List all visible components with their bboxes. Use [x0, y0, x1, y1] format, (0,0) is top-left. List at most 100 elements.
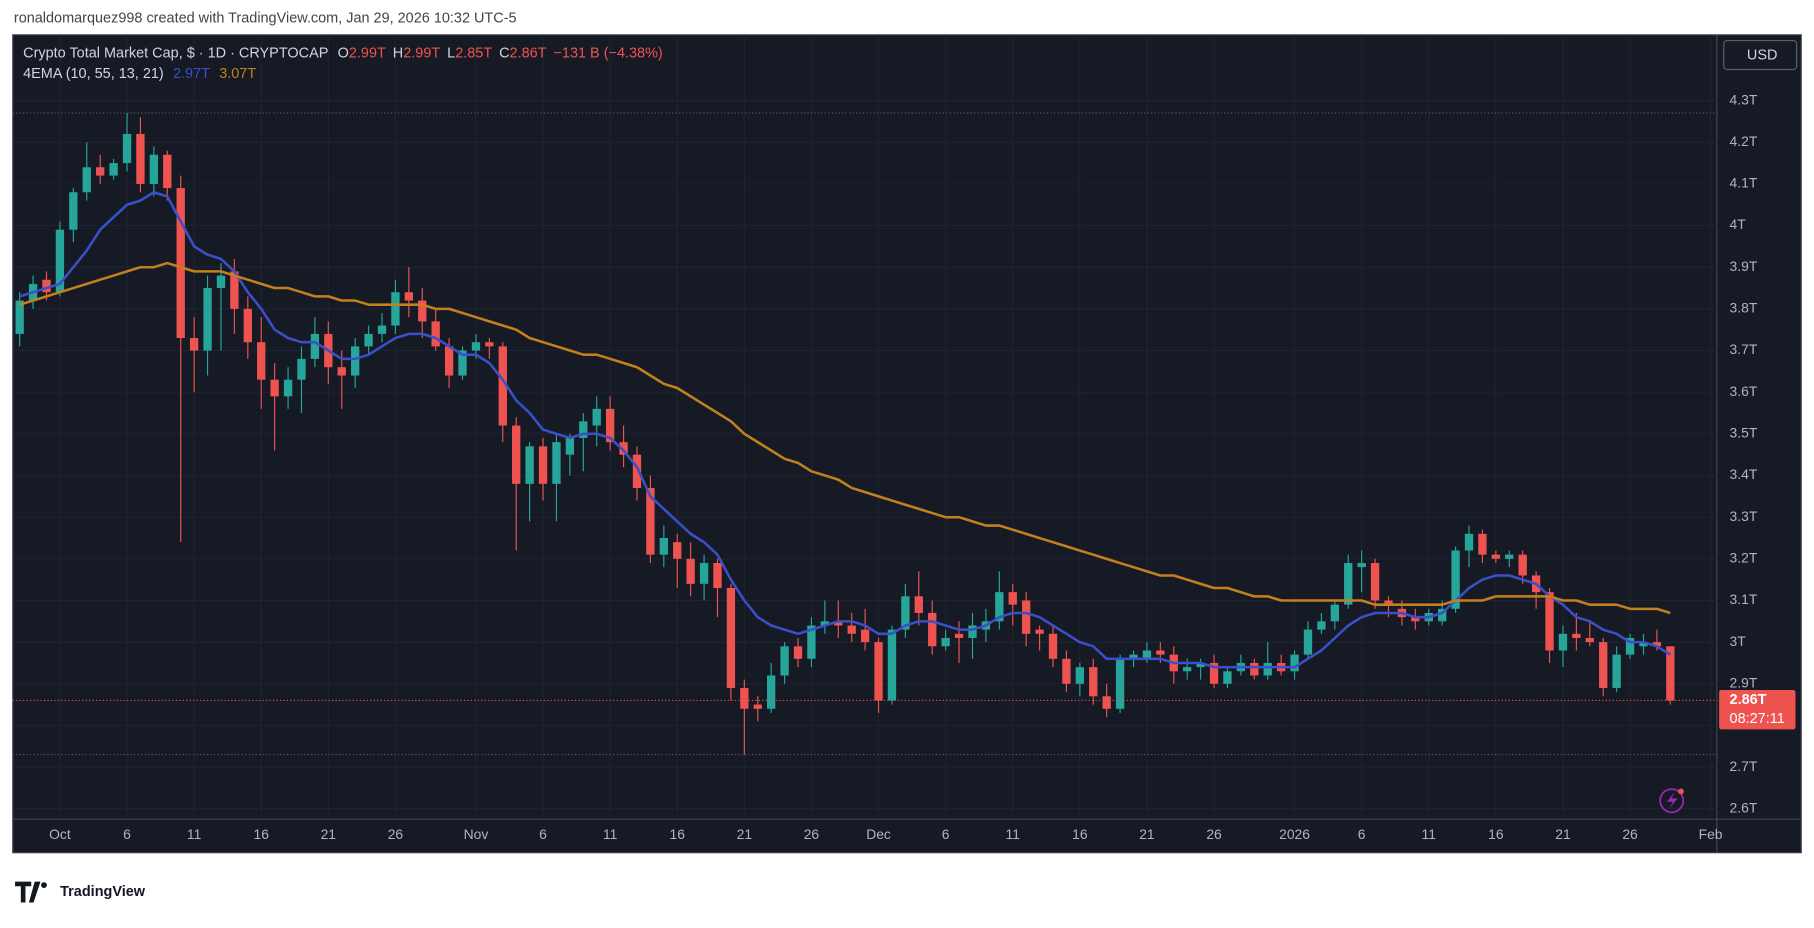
- x-tick-label: 26: [388, 826, 404, 842]
- grid: [12, 34, 1718, 820]
- icon-ring: [1659, 788, 1685, 814]
- chart-frame: [12, 34, 1802, 854]
- candle-body: [686, 558, 695, 584]
- candle-body: [914, 596, 923, 613]
- candle-body: [176, 188, 185, 339]
- candle-body: [498, 346, 507, 426]
- candle-body: [1518, 554, 1527, 576]
- candle-body: [82, 167, 91, 193]
- candle-body: [512, 425, 521, 484]
- ohlc-label: H: [393, 45, 403, 61]
- countdown: 08:27:11: [1730, 711, 1785, 727]
- candle-body: [1035, 629, 1044, 634]
- candle-body: [1612, 654, 1621, 688]
- indicator-value: 3.07T: [219, 66, 256, 82]
- candle-body: [1545, 592, 1554, 651]
- logo: TradingView: [15, 881, 146, 903]
- x-tick-label: 6: [1358, 826, 1366, 842]
- candle-body: [659, 537, 668, 555]
- candle-body: [1303, 629, 1313, 655]
- x-tick-label: 16: [1072, 826, 1088, 842]
- candle-body: [1599, 642, 1608, 688]
- logo-text: TradingView: [60, 884, 146, 900]
- candle-body: [1250, 662, 1259, 676]
- candle-body: [646, 488, 655, 555]
- candle-body: [310, 333, 320, 359]
- candle-body: [780, 646, 789, 676]
- candle-body: [847, 625, 856, 634]
- indicator-value: 2.97T: [173, 66, 210, 82]
- candle-body: [1491, 554, 1501, 559]
- candle-body: [1183, 667, 1192, 672]
- indicator-name: 4EMA (10, 55, 13, 21): [23, 66, 164, 82]
- candle-body: [1505, 554, 1514, 559]
- y-tick-label: 4.1T: [1730, 175, 1758, 191]
- x-tick-label: Feb: [1699, 826, 1723, 842]
- candle-body: [1572, 633, 1581, 638]
- candle-body: [471, 342, 481, 351]
- candle-body: [1263, 662, 1272, 676]
- icon-bolt: [1667, 792, 1678, 809]
- candle-body: [860, 629, 870, 643]
- ohlc-label: C: [499, 45, 509, 61]
- candle-body: [337, 367, 346, 376]
- candle-body: [1129, 654, 1138, 659]
- candle-body: [189, 338, 199, 351]
- y-tick-label: 3.7T: [1730, 341, 1758, 357]
- candle-body: [122, 133, 132, 164]
- last-price-label: 2.86T: [1730, 692, 1767, 708]
- x-tick-label: 11: [603, 826, 618, 842]
- candle-body: [1652, 642, 1662, 647]
- candle-body: [525, 446, 534, 484]
- x-tick-label: 11: [1422, 826, 1437, 842]
- lightning-icon[interactable]: [1659, 788, 1685, 814]
- candle-body: [444, 346, 454, 376]
- x-tick-label: 6: [123, 826, 131, 842]
- ohlc-value: 2.86T: [510, 45, 547, 61]
- y-tick-label: 3.2T: [1730, 549, 1758, 565]
- x-tick-label: 6: [539, 826, 547, 842]
- candle-body: [1021, 600, 1031, 634]
- candle-body: [230, 271, 239, 309]
- candle-body: [257, 342, 266, 380]
- candle-body: [1115, 658, 1125, 709]
- currency-button[interactable]: [1723, 40, 1798, 71]
- candle-body: [203, 288, 212, 351]
- candle-body: [1223, 671, 1232, 684]
- candle-body: [1075, 667, 1085, 684]
- candle-body: [270, 379, 279, 397]
- x-tick-label: 11: [187, 826, 202, 842]
- icon-dot: [1678, 788, 1684, 795]
- candle-body: [350, 346, 360, 376]
- candle-body: [404, 292, 414, 301]
- candle-body: [364, 333, 373, 347]
- x-tick-label: 21: [1555, 826, 1571, 842]
- candle-body: [605, 408, 615, 443]
- candle-body: [1585, 637, 1594, 643]
- ohlc-value: 2.99T: [349, 45, 386, 61]
- y-tick-label: 3.6T: [1730, 383, 1758, 399]
- candle-body: [1666, 646, 1675, 701]
- candle-body: [1062, 658, 1071, 684]
- candle-body: [619, 442, 628, 455]
- candle-body: [1370, 562, 1380, 601]
- candle-body: [1089, 667, 1098, 697]
- candle-body: [418, 300, 427, 322]
- logo-mark: [15, 881, 41, 903]
- candle-body: [1639, 642, 1648, 647]
- currency[interactable]: USD: [1747, 47, 1778, 63]
- x-tick-label: 11: [1006, 826, 1021, 842]
- candle-body: [793, 646, 803, 659]
- candle-body: [485, 342, 494, 347]
- x-tick-label: 16: [254, 826, 270, 842]
- header: ronaldomarquez998 created with TradingVi…: [14, 10, 517, 26]
- x-tick-label: Oct: [49, 826, 71, 842]
- candle-body: [713, 562, 722, 588]
- candle-body: [163, 154, 172, 189]
- candle-body: [216, 275, 226, 289]
- candle-body: [42, 279, 51, 293]
- x-tick-label: 26: [1206, 826, 1222, 842]
- candle-body: [887, 629, 897, 701]
- candle-body: [740, 687, 749, 709]
